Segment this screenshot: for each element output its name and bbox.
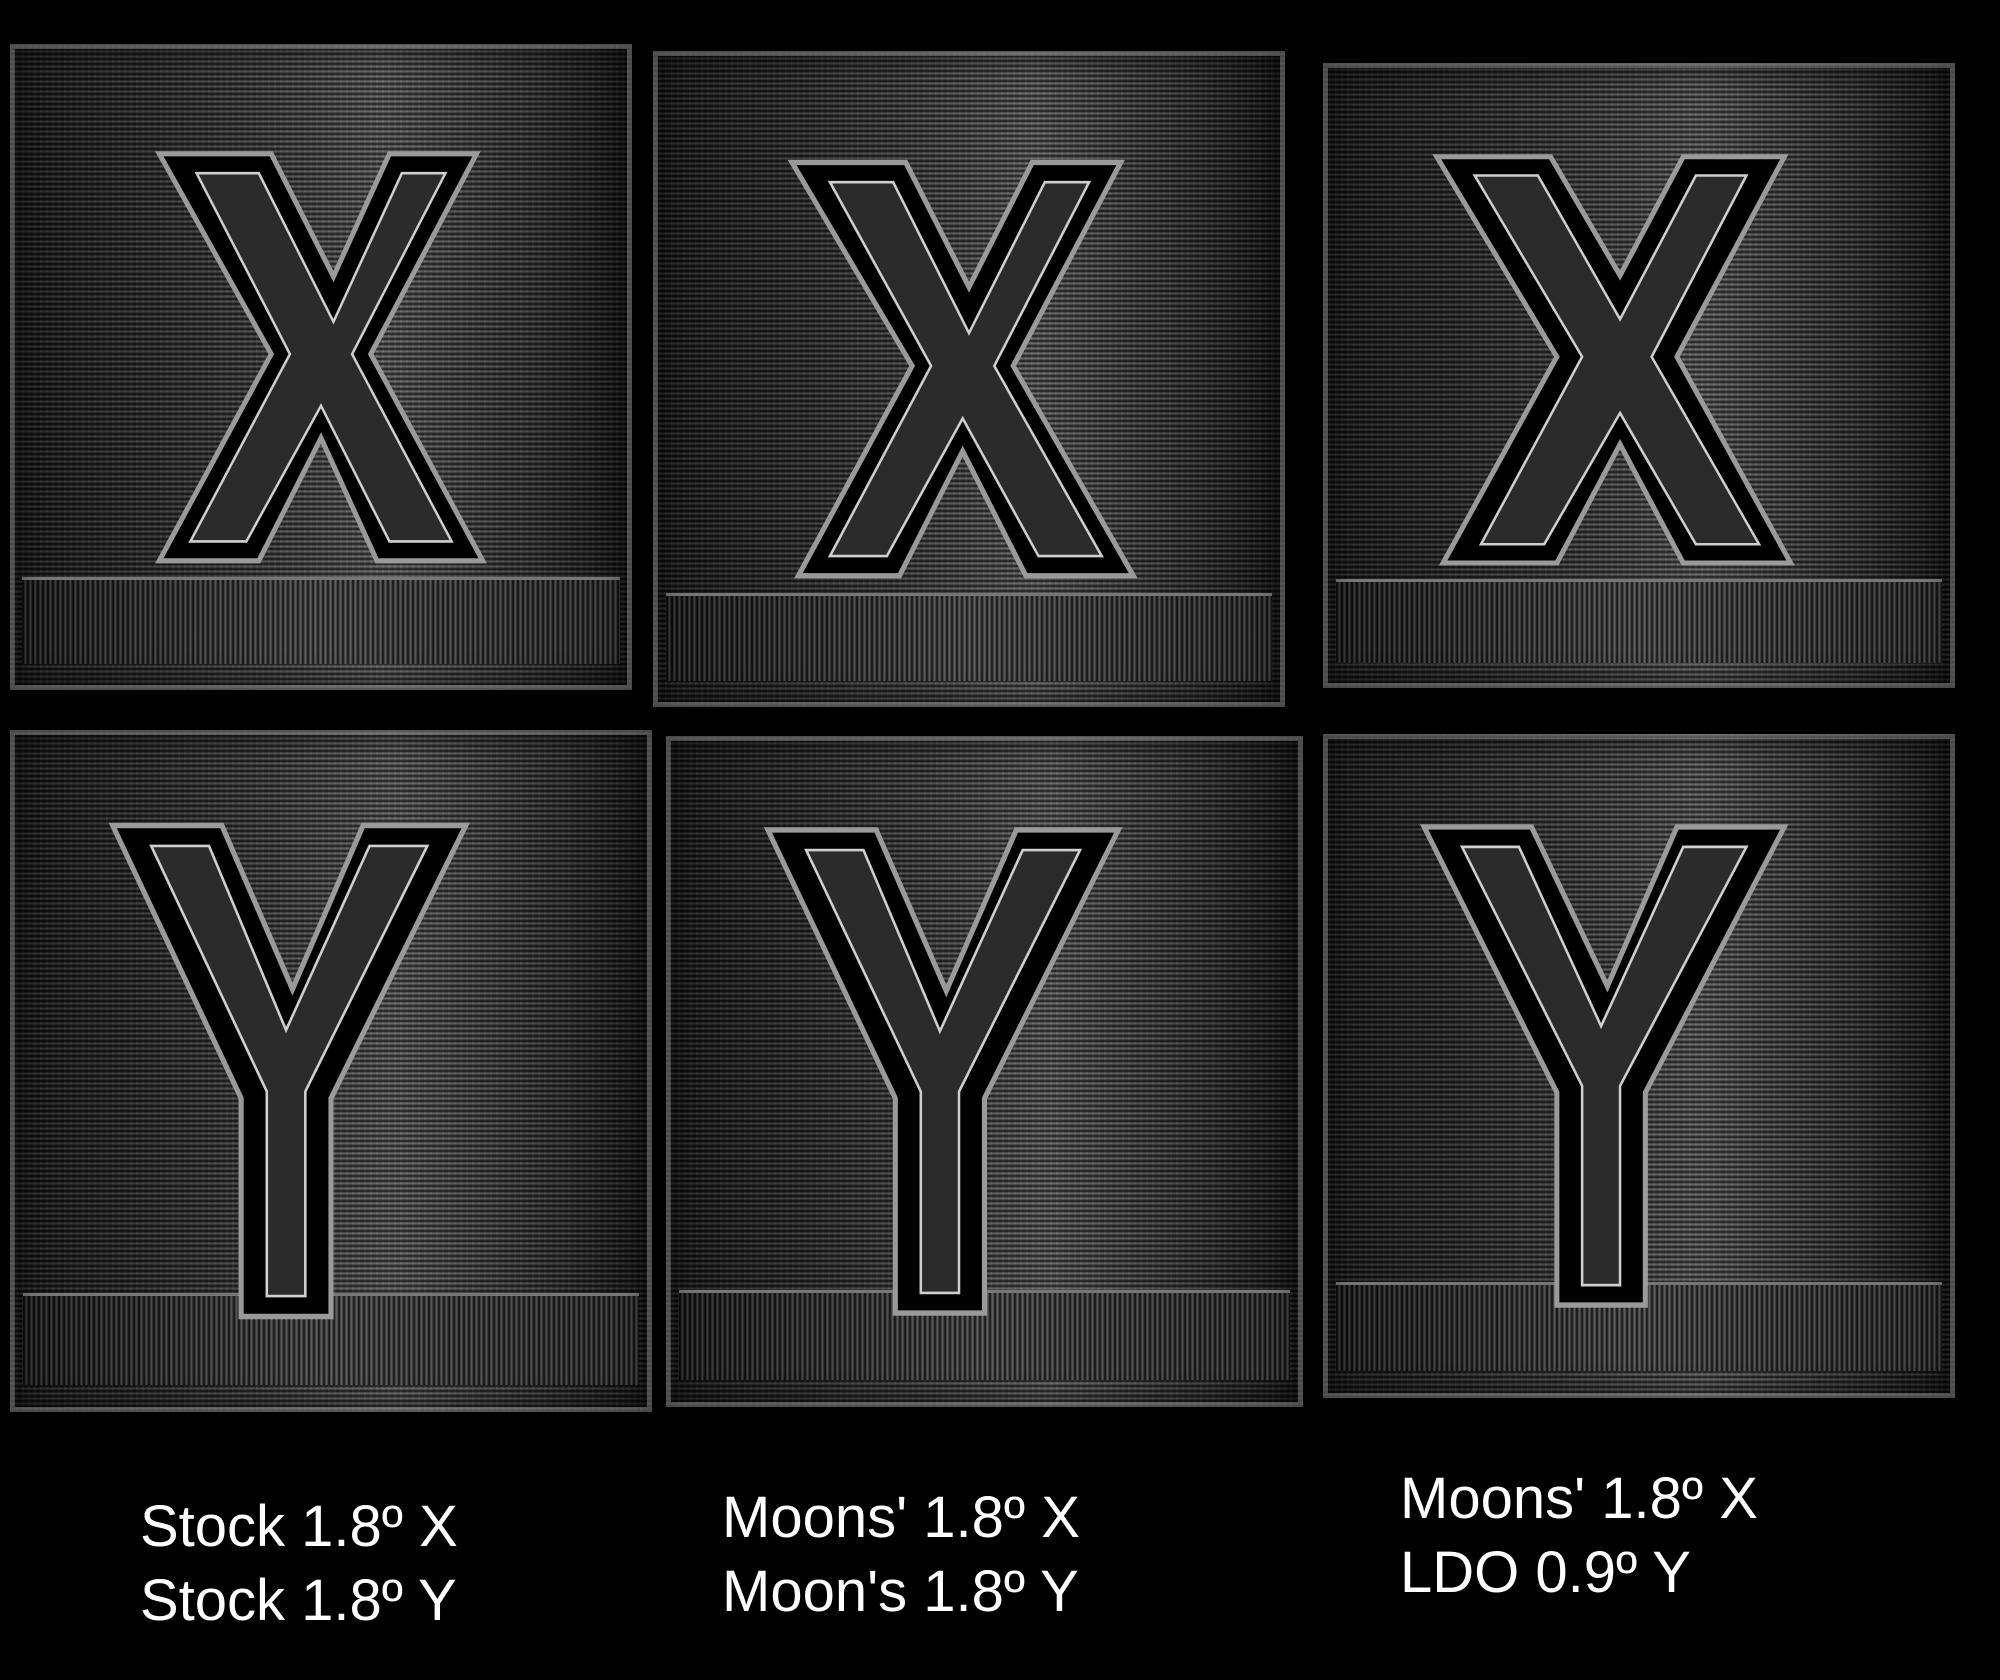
caption-moons: Moons' 1.8º X Moon's 1.8º Y xyxy=(722,1481,1080,1629)
caption-moons-ldo: Moons' 1.8º X LDO 0.9º Y xyxy=(1400,1462,1758,1610)
caption-line-x: Stock 1.8º X xyxy=(140,1494,458,1559)
caption-line-x: Moons' 1.8º X xyxy=(722,1485,1080,1550)
letter-y-glyph xyxy=(763,827,1123,1316)
letter-y-glyph xyxy=(1419,824,1789,1308)
letter-x-glyph xyxy=(787,159,1138,579)
sample-x-moons xyxy=(653,51,1285,707)
caption-line-y: LDO 0.9º Y xyxy=(1400,1540,1691,1605)
sample-base-band xyxy=(1335,578,1943,663)
caption-line-y: Moon's 1.8º Y xyxy=(722,1559,1079,1624)
caption-line-y: Stock 1.8º Y xyxy=(140,1568,457,1633)
letter-x-glyph xyxy=(1432,154,1795,566)
letter-y-glyph xyxy=(108,822,471,1320)
sample-base-band xyxy=(665,592,1273,681)
sample-x-moons-ldo xyxy=(1323,63,1955,688)
caption-line-x: Moons' 1.8º X xyxy=(1400,1466,1758,1531)
sample-base-band xyxy=(22,577,620,665)
sample-x-stock xyxy=(10,44,632,690)
sample-y-moons-ldo xyxy=(1323,734,1955,1398)
sample-y-stock xyxy=(10,730,652,1412)
caption-stock: Stock 1.8º X Stock 1.8º Y xyxy=(140,1490,458,1638)
sample-y-moons xyxy=(666,736,1303,1407)
letter-x-glyph xyxy=(154,151,487,564)
